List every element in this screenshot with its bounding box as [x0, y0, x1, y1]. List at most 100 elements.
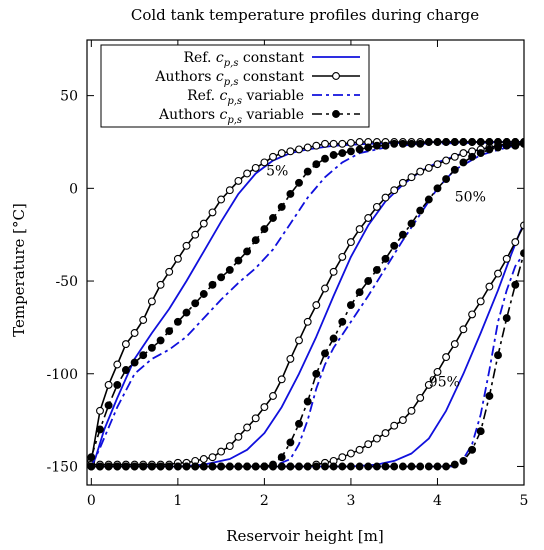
auth_const-point-3-27: [485, 282, 494, 291]
auth_const-point-3-17: [398, 416, 407, 425]
auth_var-point-3-37: [407, 462, 416, 471]
auth_var-point-1-18: [243, 247, 252, 256]
auth_var-point-3-39: [424, 462, 433, 471]
auth_var-point-3-24: [295, 462, 303, 471]
auth_var-point-3-48: [502, 314, 511, 323]
auth_var-point-1-45: [476, 138, 485, 146]
auth_var-point-2-34: [381, 254, 390, 263]
auth_var-point-1-43: [459, 138, 468, 146]
auth_const-point-3-13: [364, 440, 373, 449]
auth_var-point-1-32: [364, 143, 373, 152]
auth_var-curve-3: [91, 252, 524, 468]
auth_var-point-1-26: [312, 160, 321, 169]
auth_const-point-2-14: [208, 453, 217, 462]
auth_var-point-3-28: [329, 462, 338, 471]
auth_const-point-2-21: [269, 392, 277, 400]
auth_var-point-2-36: [398, 230, 407, 239]
y-tick-label--50: -50: [55, 274, 78, 290]
auth_const-point-1-10: [173, 254, 182, 263]
auth_const-point-1-23: [286, 147, 295, 156]
x-axis-label: Reservoir height [m]: [226, 527, 383, 545]
auth_var-point-2-35: [390, 241, 399, 250]
legend-box: [100, 44, 370, 128]
auth_var-point-2-27: [321, 349, 329, 358]
auth_const-point-2-43: [459, 149, 468, 158]
auth_var-point-1-27: [321, 154, 329, 163]
auth_const-point-2-37: [407, 173, 416, 182]
auth_var-point-3-13: [199, 462, 208, 471]
auth_var-point-2-45: [476, 149, 485, 158]
auth_var-point-1-40: [433, 138, 442, 146]
annotation-2: 50%: [455, 189, 486, 205]
auth_const-point-3-10: [338, 453, 347, 462]
auth_var-point-2-39: [424, 195, 433, 204]
auth_var-point-1-22: [277, 202, 286, 211]
auth_const-point-1-18: [243, 169, 252, 178]
auth_var-point-1-28: [329, 151, 338, 159]
auth_var-point-3-11: [182, 462, 191, 471]
auth_var-point-3-32: [364, 462, 373, 471]
auth_var-point-3-2: [104, 462, 113, 471]
auth_const-point-2-16: [225, 442, 234, 451]
auth_var-point-2-33: [372, 265, 381, 274]
auth_var-point-2-48: [502, 141, 511, 150]
y-tick-label--100: -100: [47, 367, 78, 383]
auth_var-point-2-43: [459, 158, 468, 167]
auth_const-point-3-18: [407, 406, 416, 415]
auth_var-point-3-23: [286, 462, 295, 471]
auth_const-point-1-19: [251, 163, 260, 172]
auth_var-point-1-9: [165, 327, 174, 336]
x-tick-label-1: 1: [173, 493, 182, 509]
auth_const-point-1-9: [165, 267, 174, 276]
x-tick-label-2: 2: [260, 493, 269, 509]
auth_var-point-1-17: [234, 256, 243, 265]
legend-label-auth_const: Authors cp,s constant: [154, 69, 304, 88]
auth_const-point-2-26: [312, 301, 321, 310]
auth_var-point-2-28: [329, 334, 338, 343]
auth_var-point-1-46: [485, 138, 494, 146]
auth_const-point-1-4: [121, 340, 130, 349]
auth_var-point-3-25: [303, 462, 312, 471]
auth_const-point-1-29: [338, 139, 347, 148]
auth_const-point-1-6: [139, 316, 148, 324]
auth_var-point-1-30: [346, 147, 355, 156]
auth_var-point-1-37: [407, 139, 416, 148]
y-tick-label-0: 0: [69, 181, 78, 197]
auth_var-point-3-47: [494, 351, 502, 360]
auth_const-point-3-21: [433, 367, 442, 376]
auth_var-point-1-11: [182, 308, 191, 317]
auth_const-point-2-18: [243, 423, 252, 432]
auth_var-point-3-7: [147, 462, 156, 471]
auth_const-point-1-22: [277, 149, 286, 158]
auth_const-point-1-2: [104, 380, 113, 389]
auth_const-point-3-14: [372, 434, 381, 443]
auth_const-point-2-39: [424, 163, 433, 172]
auth_var-point-3-49: [511, 280, 520, 289]
auth_var-point-3-45: [476, 427, 485, 436]
auth_var-point-3-4: [121, 462, 130, 471]
auth_var-point-3-46: [485, 392, 494, 400]
auth_const-point-3-20: [424, 380, 433, 389]
auth_const-point-3-15: [381, 429, 390, 438]
auth_const-point-2-15: [217, 447, 226, 456]
auth_const-point-1-8: [156, 280, 165, 289]
auth_const-point-2-27: [321, 284, 329, 293]
auth_const-point-2-41: [442, 156, 451, 165]
auth_var-point-3-6: [139, 462, 148, 471]
auth_var-point-3-42: [450, 460, 459, 469]
auth_var-point-1-5: [130, 358, 139, 367]
auth_var-point-2-37: [407, 219, 416, 228]
plot-frame: [86, 39, 525, 486]
auth_var-point-3-34: [381, 462, 390, 471]
chart-title: Cold tank temperature profiles during ch…: [131, 6, 479, 24]
auth_var-point-3-43: [459, 456, 468, 465]
auth_var-point-1-21: [269, 214, 277, 222]
auth_const-point-3-16: [390, 421, 399, 430]
auth_var-point-1-0: [87, 453, 96, 462]
auth_const-point-2-42: [450, 152, 459, 161]
x-tick-label-5: 5: [520, 493, 529, 509]
auth_var-point-1-35: [390, 139, 399, 148]
auth_var-point-2-30: [346, 301, 355, 310]
auth_const-point-2-20: [260, 403, 269, 412]
auth_var-point-1-19: [251, 236, 260, 245]
